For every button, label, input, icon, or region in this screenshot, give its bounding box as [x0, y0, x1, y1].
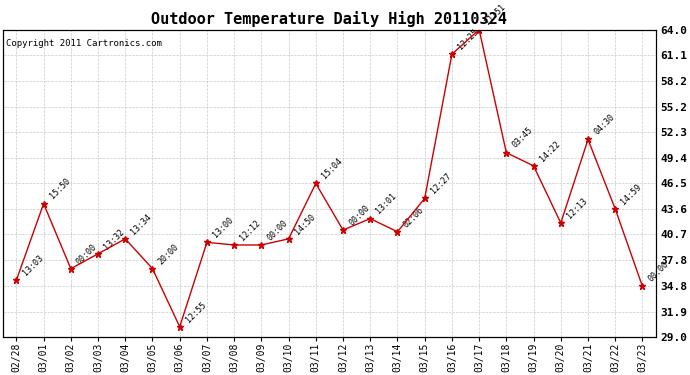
Text: 13:34: 13:34: [130, 212, 153, 236]
Text: 00:00: 00:00: [347, 203, 371, 227]
Text: 12:12: 12:12: [238, 218, 262, 242]
Text: 00:00: 00:00: [266, 218, 290, 242]
Text: 13:03: 13:03: [21, 254, 45, 278]
Text: 02:06: 02:06: [402, 205, 426, 229]
Text: 13:00: 13:00: [211, 216, 235, 240]
Text: 04:30: 04:30: [592, 112, 616, 137]
Text: 00:00: 00:00: [75, 242, 99, 266]
Text: 20:00: 20:00: [157, 242, 181, 266]
Text: 14:50: 14:50: [293, 212, 317, 236]
Text: 15:04: 15:04: [320, 157, 344, 181]
Text: 14:22: 14:22: [538, 139, 562, 163]
Title: Outdoor Temperature Daily High 20110324: Outdoor Temperature Daily High 20110324: [152, 11, 507, 27]
Text: 15:50: 15:50: [48, 177, 72, 201]
Text: 12:13: 12:13: [565, 196, 589, 220]
Text: 12:55: 12:55: [184, 300, 208, 324]
Text: 14:59: 14:59: [620, 182, 644, 206]
Text: Copyright 2011 Cartronics.com: Copyright 2011 Cartronics.com: [6, 39, 162, 48]
Text: 12:27: 12:27: [429, 172, 453, 196]
Text: 00:00: 00:00: [647, 260, 671, 284]
Text: 12:25: 12:25: [456, 27, 480, 51]
Text: 13:01: 13:01: [375, 192, 398, 216]
Text: 11:51: 11:51: [483, 3, 507, 27]
Text: 13:32: 13:32: [102, 227, 126, 251]
Text: 03:45: 03:45: [511, 126, 535, 150]
